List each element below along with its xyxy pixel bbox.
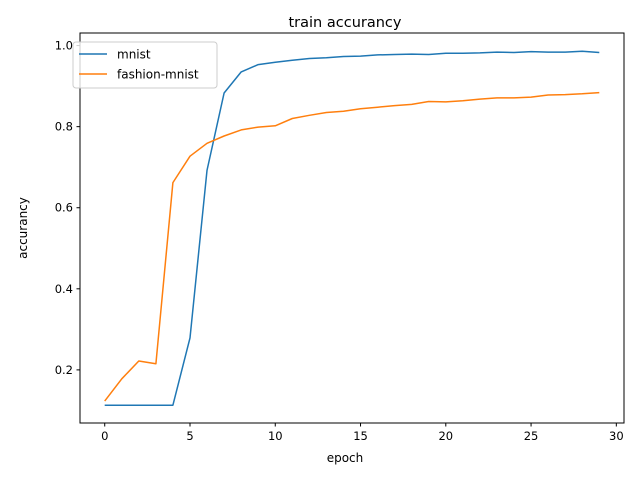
legend-label: fashion-mnist	[117, 68, 199, 82]
legend-label: mnist	[117, 48, 151, 62]
x-tick-label: 20	[438, 429, 453, 443]
x-tick-label: 15	[353, 429, 368, 443]
legend: mnist fashion-mnist	[72, 41, 218, 89]
axes-frame	[79, 32, 625, 424]
x-tick-label: 0	[101, 429, 108, 443]
x-tick-label: 10	[268, 429, 283, 443]
chart-title: train accurancy	[289, 15, 402, 31]
plot-area	[80, 33, 624, 423]
y-tick-label: 0.6	[55, 201, 73, 215]
y-tick-label: 0.8	[55, 120, 73, 134]
x-tick-label: 25	[524, 429, 539, 443]
y-tick-label: 0.4	[55, 282, 73, 296]
series-line-mnist	[104, 50, 600, 406]
x-tick-label: 30	[609, 429, 624, 443]
series-line-fashion-mnist	[104, 91, 600, 402]
legend-box	[72, 41, 218, 89]
y-tick-label: 1.0	[55, 39, 73, 53]
y-axis-label: accurancy	[16, 197, 30, 259]
x-axis-label: epoch	[327, 451, 364, 465]
y-tick-label: 0.2	[55, 363, 73, 377]
x-tick-label: 5	[186, 429, 193, 443]
